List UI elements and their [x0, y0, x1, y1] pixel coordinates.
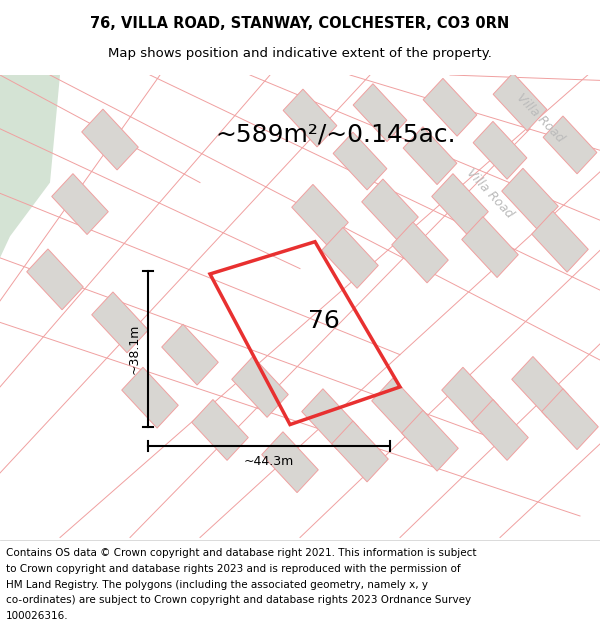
Text: HM Land Registry. The polygons (including the associated geometry, namely x, y: HM Land Registry. The polygons (includin… [6, 579, 428, 589]
Text: co-ordinates) are subject to Crown copyright and database rights 2023 Ordnance S: co-ordinates) are subject to Crown copyr… [6, 595, 471, 605]
Polygon shape [392, 222, 448, 283]
Polygon shape [493, 73, 547, 131]
Polygon shape [362, 179, 418, 240]
Polygon shape [27, 249, 83, 310]
Polygon shape [442, 368, 498, 428]
Text: Villa Road: Villa Road [464, 166, 516, 221]
Polygon shape [462, 217, 518, 278]
Polygon shape [82, 109, 138, 170]
Polygon shape [543, 116, 597, 174]
Polygon shape [402, 410, 458, 471]
Polygon shape [0, 75, 60, 258]
Polygon shape [403, 127, 457, 184]
Polygon shape [292, 184, 348, 245]
Polygon shape [432, 174, 488, 234]
Text: Map shows position and indicative extent of the property.: Map shows position and indicative extent… [108, 48, 492, 61]
Polygon shape [372, 378, 428, 439]
Polygon shape [122, 368, 178, 428]
Polygon shape [542, 389, 598, 449]
Text: Contains OS data © Crown copyright and database right 2021. This information is : Contains OS data © Crown copyright and d… [6, 548, 476, 558]
Text: ~44.3m: ~44.3m [244, 454, 294, 468]
Polygon shape [92, 292, 148, 352]
Polygon shape [473, 121, 527, 179]
Polygon shape [192, 399, 248, 461]
Text: 76: 76 [308, 309, 340, 333]
Polygon shape [332, 421, 388, 482]
Polygon shape [322, 228, 378, 288]
Text: to Crown copyright and database rights 2023 and is reproduced with the permissio: to Crown copyright and database rights 2… [6, 564, 461, 574]
Polygon shape [423, 78, 477, 136]
Polygon shape [302, 389, 358, 449]
Text: 100026316.: 100026316. [6, 611, 68, 621]
Polygon shape [262, 432, 318, 492]
Polygon shape [502, 168, 558, 229]
Polygon shape [353, 84, 407, 141]
Polygon shape [333, 132, 387, 190]
Text: 76, VILLA ROAD, STANWAY, COLCHESTER, CO3 0RN: 76, VILLA ROAD, STANWAY, COLCHESTER, CO3… [91, 16, 509, 31]
Text: ~38.1m: ~38.1m [128, 324, 140, 374]
Polygon shape [162, 324, 218, 385]
Polygon shape [512, 356, 568, 418]
Polygon shape [52, 174, 108, 234]
Polygon shape [283, 89, 337, 147]
Polygon shape [232, 356, 288, 418]
Text: Villa Road: Villa Road [514, 91, 566, 145]
Polygon shape [532, 211, 588, 272]
Text: ~589m²/~0.145ac.: ~589m²/~0.145ac. [215, 122, 455, 146]
Polygon shape [472, 399, 528, 461]
